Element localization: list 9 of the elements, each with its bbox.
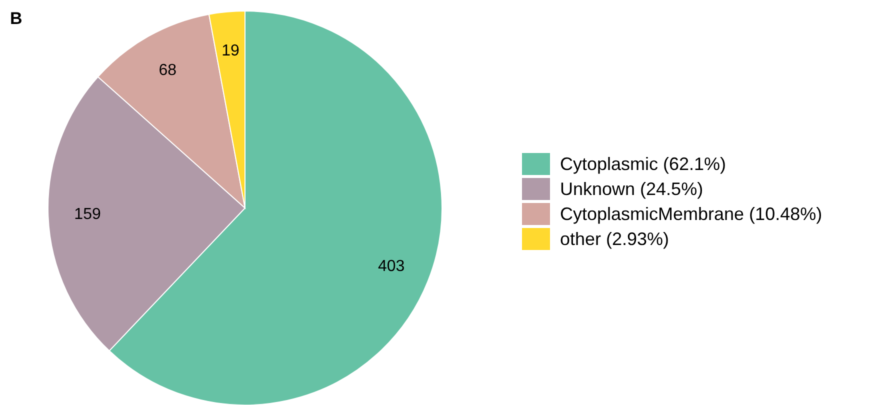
legend-label: CytoplasmicMembrane (10.48%)	[560, 204, 822, 224]
data-label: 159	[74, 206, 101, 223]
data-label: 403	[378, 258, 405, 275]
legend-label: Cytoplasmic (62.1%)	[560, 154, 726, 174]
legend-label: other (2.93%)	[560, 229, 670, 249]
legend-label: Unknown (24.5%)	[560, 179, 704, 199]
data-label: 68	[158, 62, 177, 80]
chart-title: B	[10, 9, 22, 28]
data-label: 19	[222, 42, 240, 60]
